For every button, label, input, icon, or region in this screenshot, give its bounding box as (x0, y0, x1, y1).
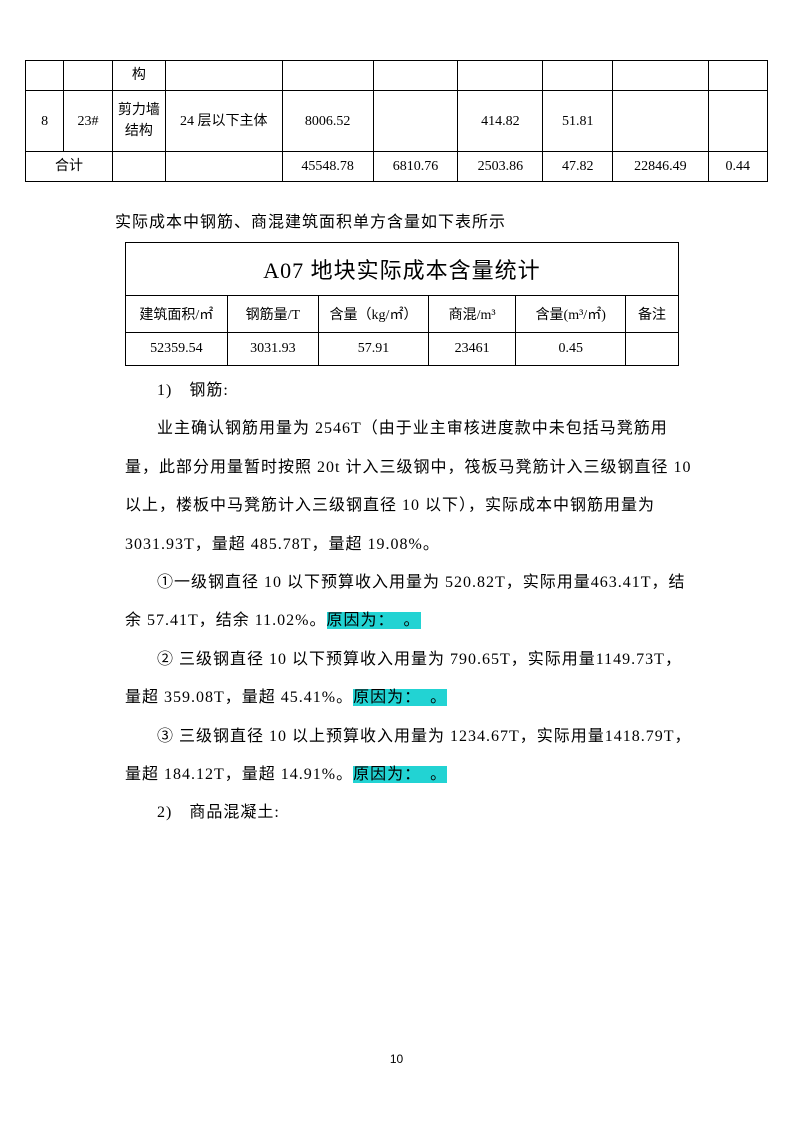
highlight-reason: 原因为： 。 (353, 689, 447, 706)
cell (613, 91, 708, 152)
cell: 2503.86 (458, 152, 543, 182)
table-upper: 构 8 23# 剪力墙结构 24 层以下主体 8006.52 414.82 51… (25, 60, 768, 182)
cell (26, 61, 64, 91)
cell: 57.91 (319, 333, 429, 366)
cell (708, 61, 767, 91)
table-stats-wrap: A07 地块实际成本含量统计 建筑面积/㎡ 钢筋量/T 含量（kg/㎡） 商混/… (125, 242, 728, 366)
cell (373, 61, 458, 91)
cell: 23461 (428, 333, 515, 366)
section-label-1: 1) 钢筋: (157, 372, 698, 410)
cell: 45548.78 (282, 152, 373, 182)
section-label-2: 2) 商品混凝土: (157, 794, 698, 832)
table-row: A07 地块实际成本含量统计 (126, 243, 679, 296)
table-row: 8 23# 剪力墙结构 24 层以下主体 8006.52 414.82 51.8… (26, 91, 768, 152)
cell (626, 333, 679, 366)
paragraph: ③ 三级钢直径 10 以上预算收入用量为 1234.67T，实际用量1418.7… (125, 718, 698, 795)
table-stats: A07 地块实际成本含量统计 建筑面积/㎡ 钢筋量/T 含量（kg/㎡） 商混/… (125, 242, 679, 366)
body-text-block: 1) 钢筋: 业主确认钢筋用量为 2546T（由于业主审核进度款中未包括马凳筋用… (125, 372, 698, 833)
col-header: 含量（kg/㎡） (319, 296, 429, 333)
col-header: 商混/m³ (428, 296, 515, 333)
cell: 23# (64, 91, 113, 152)
table-title: A07 地块实际成本含量统计 (126, 243, 679, 296)
table-row: 合计 45548.78 6810.76 2503.86 47.82 22846.… (26, 152, 768, 182)
paragraph: 业主确认钢筋用量为 2546T（由于业主审核进度款中未包括马凳筋用量，此部分用量… (125, 410, 698, 564)
cell (282, 61, 373, 91)
cell (458, 61, 543, 91)
intro-text: 实际成本中钢筋、商混建筑面积单方含量如下表所示 (115, 208, 768, 232)
cell: 构 (112, 61, 165, 91)
paragraph: ② 三级钢直径 10 以下预算收入用量为 790.65T，实际用量1149.73… (125, 641, 698, 718)
page-number: 10 (0, 1052, 793, 1066)
cell (112, 152, 165, 182)
cell (373, 91, 458, 152)
table-row: 52359.54 3031.93 57.91 23461 0.45 (126, 333, 679, 366)
table-row: 建筑面积/㎡ 钢筋量/T 含量（kg/㎡） 商混/m³ 含量(m³/㎡) 备注 (126, 296, 679, 333)
cell (165, 152, 282, 182)
cell: 24 层以下主体 (165, 91, 282, 152)
cell: 6810.76 (373, 152, 458, 182)
cell: 8 (26, 91, 64, 152)
cell-total-label: 合计 (26, 152, 113, 182)
cell: 8006.52 (282, 91, 373, 152)
document-page: 构 8 23# 剪力墙结构 24 层以下主体 8006.52 414.82 51… (0, 0, 793, 1122)
cell: 51.81 (543, 91, 613, 152)
cell (613, 61, 708, 91)
cell: 0.44 (708, 152, 767, 182)
highlight-reason: 原因为： 。 (353, 766, 447, 783)
cell: 52359.54 (126, 333, 228, 366)
table-row: 构 (26, 61, 768, 91)
cell (708, 91, 767, 152)
cell: 22846.49 (613, 152, 708, 182)
col-header: 钢筋量/T (227, 296, 318, 333)
cell (543, 61, 613, 91)
highlight-reason: 原因为： 。 (327, 612, 421, 629)
cell: 47.82 (543, 152, 613, 182)
col-header: 含量(m³/㎡) (516, 296, 626, 333)
paragraph: ①一级钢直径 10 以下预算收入用量为 520.82T，实际用量463.41T，… (125, 564, 698, 641)
cell: 414.82 (458, 91, 543, 152)
cell (64, 61, 113, 91)
cell (165, 61, 282, 91)
cell: 剪力墙结构 (112, 91, 165, 152)
cell: 3031.93 (227, 333, 318, 366)
col-header: 建筑面积/㎡ (126, 296, 228, 333)
col-header: 备注 (626, 296, 679, 333)
cell: 0.45 (516, 333, 626, 366)
